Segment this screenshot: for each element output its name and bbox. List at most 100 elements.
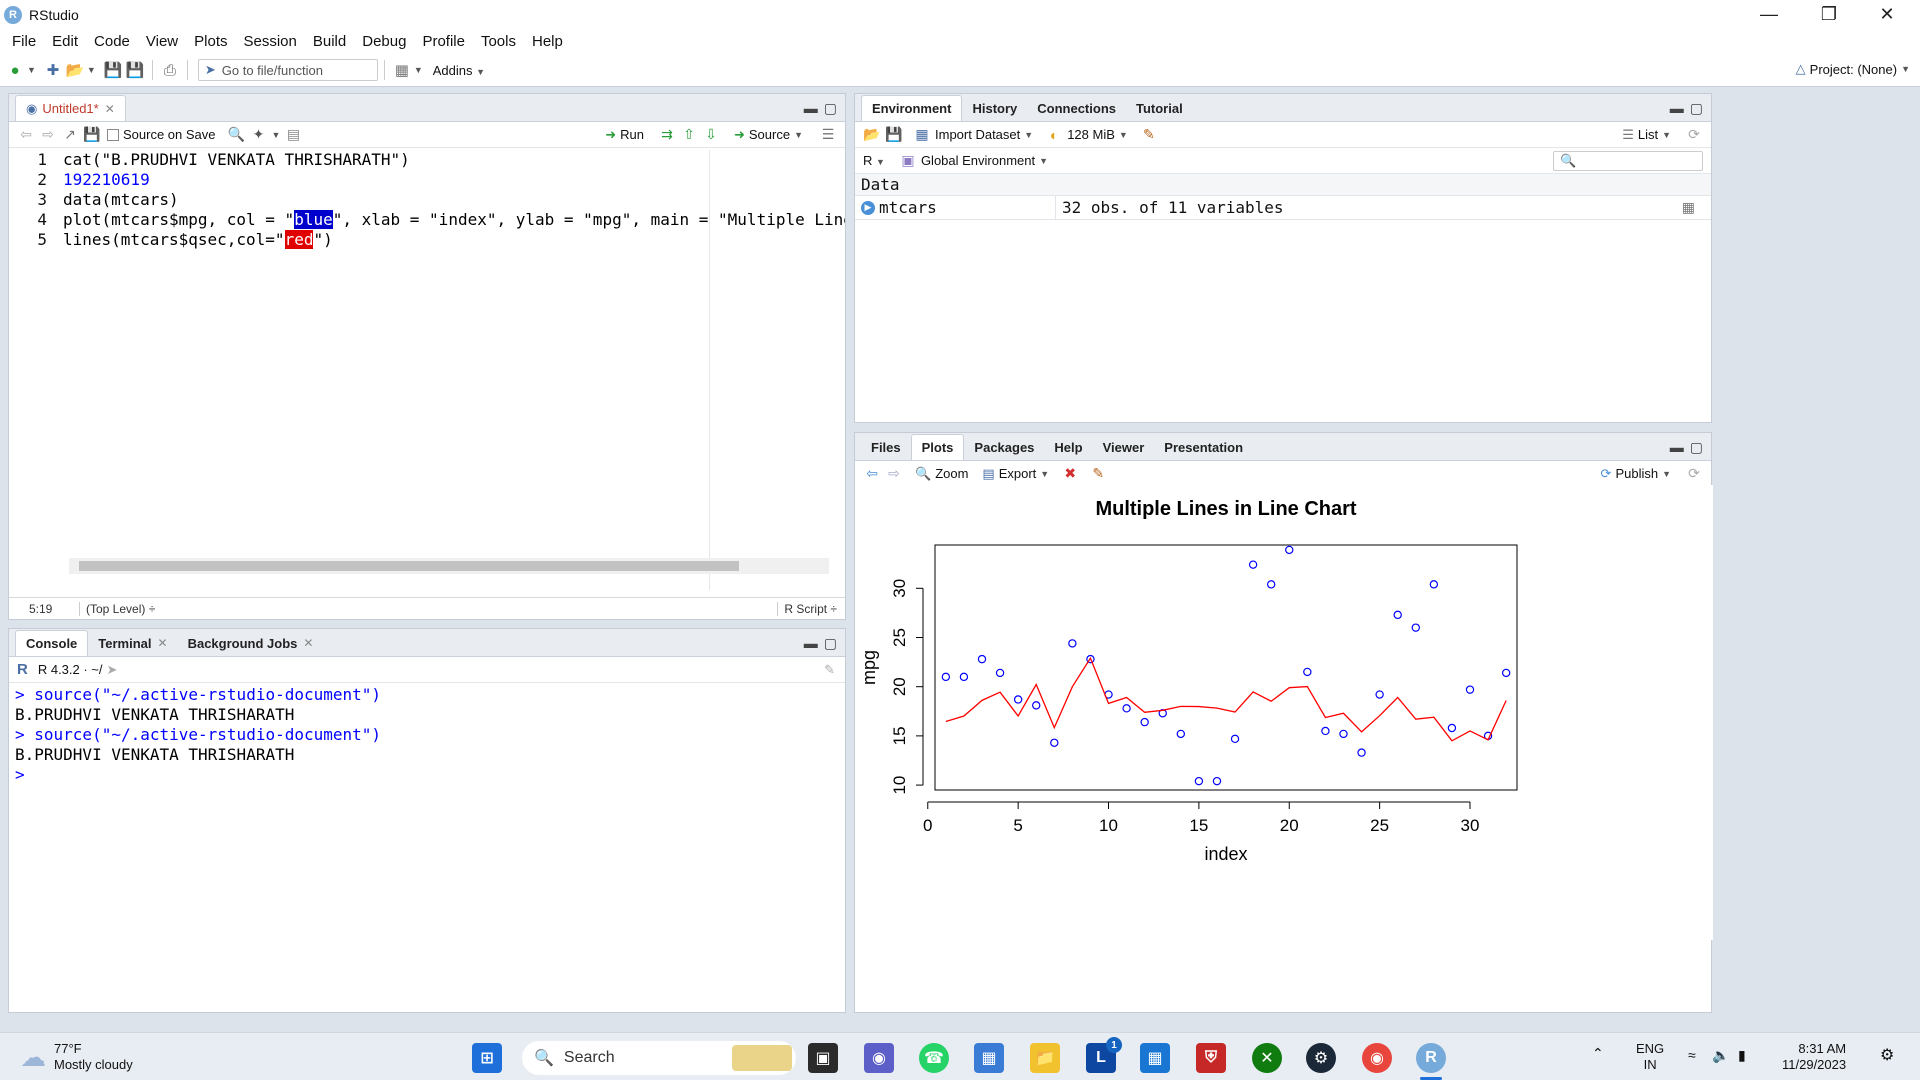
tab-terminal[interactable]: Terminal ✕ <box>88 630 177 656</box>
menu-debug[interactable]: Debug <box>362 33 407 50</box>
rerun-icon[interactable]: ⇉ <box>661 126 673 142</box>
tab-console[interactable]: Console <box>15 630 89 656</box>
up-arrow-icon[interactable]: ⇧ <box>683 126 695 142</box>
next-plot-icon[interactable]: ⇨ <box>888 465 900 481</box>
volume-icon[interactable]: 🔈 <box>1712 1047 1730 1063</box>
chevron-down-icon[interactable]: ▼ <box>1118 129 1128 140</box>
teams-chat-icon[interactable]: ◉ <box>864 1043 894 1073</box>
menu-build[interactable]: Build <box>312 33 347 50</box>
refresh-icon[interactable]: ⟳ <box>1688 465 1700 481</box>
down-arrow-icon[interactable]: ⇩ <box>705 126 717 142</box>
task-view-icon[interactable]: ▣ <box>808 1043 838 1073</box>
menu-code[interactable]: Code <box>94 33 130 50</box>
previous-plot-icon[interactable]: ⇦ <box>866 465 878 481</box>
minimize-pane-icon[interactable]: ▬ <box>803 100 818 116</box>
save-all-icon[interactable]: 💾 <box>125 62 145 79</box>
outline-icon[interactable]: ☰ <box>821 126 835 142</box>
minimize-pane-icon[interactable]: ▬ <box>1669 100 1684 116</box>
tab-connections[interactable]: Connections <box>1037 100 1116 116</box>
restore-button[interactable]: ❐ <box>1820 4 1838 24</box>
refresh-icon[interactable]: ⟳ <box>1688 126 1700 142</box>
new-file-icon[interactable]: ● <box>10 61 20 79</box>
tab-plots[interactable]: Plots <box>910 434 965 460</box>
remove-plot-icon[interactable]: ✖ <box>1064 465 1077 481</box>
whatsapp-icon[interactable]: ☎ <box>919 1043 949 1073</box>
clock[interactable]: 8:31 AM 11/29/2023 <box>1782 1041 1846 1073</box>
taskbar-search-box[interactable]: 🔍 Search <box>522 1041 796 1075</box>
clear-broom-icon[interactable]: ✎ <box>1142 126 1155 142</box>
chevron-down-icon[interactable]: ▼ <box>1039 155 1049 166</box>
microsoft-store-icon[interactable]: ▦ <box>1140 1043 1170 1073</box>
menu-file[interactable]: File <box>12 33 37 50</box>
compile-report-icon[interactable]: ▤ <box>286 126 301 142</box>
windows-start-icon[interactable]: ⊞ <box>472 1043 502 1073</box>
close-button[interactable]: ✕ <box>1879 4 1895 24</box>
clear-plots-broom-icon[interactable]: ✎ <box>1092 465 1105 481</box>
goto-file-input[interactable]: ➤ Go to file/function <box>197 59 378 81</box>
menu-session[interactable]: Session <box>243 33 297 50</box>
magic-wand-icon[interactable]: ✦ <box>252 126 265 142</box>
menu-plots[interactable]: Plots <box>194 33 228 50</box>
language-selector[interactable]: R ▼ <box>863 153 885 168</box>
load-workspace-icon[interactable]: 📂 <box>863 126 881 142</box>
minimize-pane-icon[interactable]: ▬ <box>803 635 818 651</box>
chevron-down-icon[interactable]: ▼ <box>413 65 423 75</box>
tab-untitled1[interactable]: ◉ Untitled1* ✕ <box>15 95 126 121</box>
addins-button[interactable]: Addins ▼ <box>433 63 485 78</box>
chevron-up-icon[interactable]: ⌃ <box>1592 1045 1604 1061</box>
tab-tutorial[interactable]: Tutorial <box>1136 100 1183 116</box>
chevron-down-icon[interactable]: ▼ <box>271 129 281 140</box>
console-output[interactable]: > source("~/.active-rstudio-document") B… <box>9 685 845 1012</box>
environment-search-input[interactable]: 🔍 <box>1553 150 1703 171</box>
publish-button[interactable]: ⟳ Publish ▼ <box>1601 466 1671 482</box>
save-icon[interactable]: 💾 <box>103 62 123 79</box>
list-view-selector[interactable]: ☰ List ▼ <box>1622 127 1671 143</box>
rstudio-taskbar-icon[interactable]: R <box>1416 1043 1446 1073</box>
tab-help[interactable]: Help <box>1054 439 1083 455</box>
run-button[interactable]: ➜ Run <box>605 127 644 143</box>
chrome-icon[interactable]: ◉ <box>1362 1043 1392 1073</box>
forward-arrow-icon[interactable]: ⇨ <box>42 126 54 142</box>
view-table-icon[interactable]: ▦ <box>1681 199 1695 215</box>
wifi-icon[interactable]: ≈ <box>1688 1047 1696 1063</box>
source-button[interactable]: ➜ Source ▼ <box>734 127 803 143</box>
memory-usage[interactable]: 128 MiB <box>1067 127 1115 142</box>
expand-icon[interactable]: ▶ <box>861 200 875 215</box>
clear-console-broom-icon[interactable]: ✎ <box>824 661 835 677</box>
steam-icon[interactable]: ⚙ <box>1306 1043 1336 1073</box>
menu-help[interactable]: Help <box>532 33 563 50</box>
grid-layout-icon[interactable]: ▦ <box>394 62 409 79</box>
close-icon[interactable]: ✕ <box>157 636 168 650</box>
tab-viewer[interactable]: Viewer <box>1102 439 1145 455</box>
back-arrow-icon[interactable]: ⇦ <box>20 126 32 142</box>
menu-edit[interactable]: Edit <box>52 33 79 50</box>
tab-environment[interactable]: Environment <box>861 95 963 121</box>
xbox-icon[interactable]: ✕ <box>1252 1043 1282 1073</box>
maximize-pane-icon[interactable]: ▢ <box>1689 439 1703 455</box>
close-icon[interactable]: ✕ <box>303 636 314 650</box>
open-dir-arrow-icon[interactable]: ➤ <box>106 661 118 677</box>
menu-tools[interactable]: Tools <box>480 33 516 50</box>
project-menu[interactable]: △ Project: (None) ▼ <box>1796 61 1910 77</box>
export-button[interactable]: ▤ Export ▼ <box>982 466 1049 482</box>
global-environment-selector[interactable]: Global Environment <box>920 153 1036 168</box>
code-editor[interactable]: 1 2 3 4 5 cat("B.PRUDHVI VENKATA THRISHA… <box>9 150 845 610</box>
maximize-pane-icon[interactable]: ▢ <box>1689 100 1703 116</box>
language-indicator[interactable]: ENG IN <box>1636 1041 1664 1073</box>
open-folder-icon[interactable]: 📂 <box>65 62 85 79</box>
chevron-down-icon[interactable]: ▼ <box>27 65 36 75</box>
scope-selector[interactable]: (Top Level) ÷ <box>79 601 155 616</box>
minimize-button[interactable]: — <box>1760 4 1778 24</box>
search-icon[interactable]: 🔍 <box>227 126 246 142</box>
show-in-window-icon[interactable]: ↗ <box>64 126 76 142</box>
maximize-pane-icon[interactable]: ▢ <box>823 635 837 651</box>
file-type-selector[interactable]: R Script ÷ <box>777 601 837 616</box>
print-icon[interactable]: ⎙ <box>163 61 176 79</box>
menu-profile[interactable]: Profile <box>422 33 465 50</box>
notification-bell-icon[interactable]: ⚙ <box>1880 1047 1895 1064</box>
menu-view[interactable]: View <box>145 33 179 50</box>
battery-icon[interactable]: ▮ <box>1738 1047 1746 1063</box>
tab-background-jobs[interactable]: Background Jobs ✕ <box>178 630 324 656</box>
save-workspace-icon[interactable]: 💾 <box>885 126 903 142</box>
